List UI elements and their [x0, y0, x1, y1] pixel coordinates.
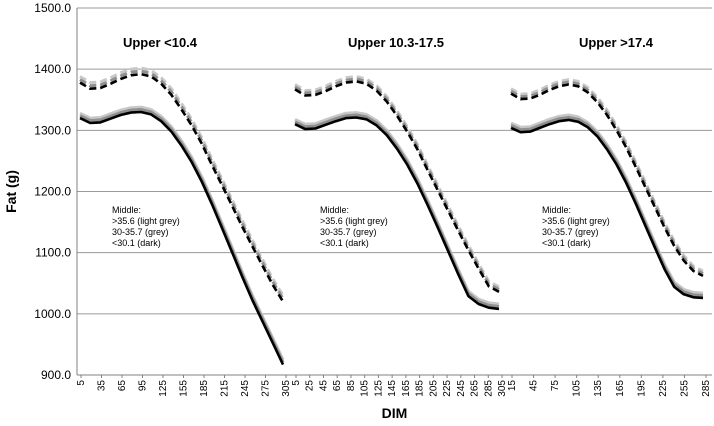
x-tick-label: 45 [318, 380, 329, 392]
x-tick-label: 245 [240, 380, 251, 397]
panel-note-line: >35.6 (light grey) [542, 216, 610, 226]
y-tick-label: 1300.0 [34, 123, 71, 137]
x-tick-label: 135 [593, 380, 604, 397]
panel-title: Upper <10.4 [123, 35, 198, 50]
x-tick-label: 105 [572, 380, 583, 397]
series-line-dashed-grey [294, 77, 500, 291]
x-tick-label: 305 [497, 380, 508, 397]
series-line-solid-light-grey [510, 113, 704, 295]
x-tick-label: 35 [97, 380, 108, 392]
series-line-dashed-grey [510, 80, 704, 275]
panel-note-line: <30.1 (dark) [542, 238, 591, 248]
x-tick-label: 125 [158, 380, 169, 397]
x-axis-title: DIM [382, 405, 408, 421]
panel-note-line: >35.6 (light grey) [320, 216, 388, 226]
y-tick-label: 1500.0 [34, 1, 71, 15]
x-tick-label: 105 [360, 380, 371, 397]
panel-note-line: Middle: [112, 205, 141, 215]
x-tick-label: 75 [550, 380, 561, 392]
x-tick-label: 5 [291, 380, 302, 386]
x-tick-label: 245 [456, 380, 467, 397]
series-line-dashed-grey [79, 69, 285, 300]
panel-note-line: <30.1 (dark) [112, 238, 161, 248]
x-tick-label: 155 [179, 380, 190, 397]
x-tick-label: 225 [658, 380, 669, 397]
x-tick-label: 65 [117, 380, 128, 392]
series-line-dashed-light-grey [294, 75, 500, 289]
x-tick-label: 305 [281, 380, 292, 397]
x-tick-label: 95 [138, 380, 149, 392]
y-tick-label: 1200.0 [34, 185, 71, 199]
series-line-dashed-light-grey [510, 78, 704, 273]
x-tick-label: 215 [220, 380, 231, 397]
panel-note-line: Middle: [542, 205, 571, 215]
series-line-dashed-dark [294, 80, 500, 293]
panel-note-line: 30-35.7 (grey) [112, 227, 169, 237]
y-tick-label: 1100.0 [35, 246, 71, 260]
y-axis-title: Fat (g) [3, 170, 19, 213]
panel-note-line: >35.6 (light grey) [112, 216, 180, 226]
x-tick-label: 165 [615, 380, 626, 397]
x-tick-label: 285 [483, 380, 494, 397]
series-line-dashed-light-grey [79, 66, 285, 297]
x-tick-label: 25 [305, 380, 316, 392]
series-line-solid-dark [79, 110, 285, 366]
panel-note-line: <30.1 (dark) [320, 238, 369, 248]
x-tick-label: 45 [529, 380, 540, 392]
x-tick-label: 185 [199, 380, 210, 397]
x-tick-label: 285 [701, 380, 712, 397]
x-tick-label: 125 [373, 380, 384, 397]
x-tick-label: 225 [442, 380, 453, 397]
y-tick-label: 900.0 [41, 368, 71, 382]
x-tick-label: 185 [415, 380, 426, 397]
x-tick-label: 275 [261, 380, 272, 397]
series-line-solid-dark [510, 118, 704, 300]
x-tick-label: 195 [636, 380, 647, 397]
series-line-dashed-dark [79, 72, 285, 303]
y-tick-label: 1400.0 [34, 62, 71, 76]
y-tick-label: 1000.0 [34, 307, 71, 321]
panel-note-line: 30-35.7 (grey) [320, 227, 377, 237]
panel-note-line: 30-35.7 (grey) [542, 227, 599, 237]
x-tick-label: 165 [401, 380, 412, 397]
panel-note-line: Middle: [320, 205, 349, 215]
series-line-dashed-dark [510, 83, 704, 278]
panel-title: Upper 10.3-17.5 [348, 35, 444, 50]
x-tick-label: 145 [387, 380, 398, 397]
x-tick-label: 15 [507, 380, 518, 392]
x-tick-label: 5 [76, 380, 87, 386]
x-tick-label: 265 [470, 380, 481, 397]
x-tick-label: 255 [679, 380, 690, 397]
series-line-solid-dark [294, 116, 500, 311]
panel-title: Upper >17.4 [579, 35, 654, 50]
x-tick-label: 205 [428, 380, 439, 397]
x-tick-label: 85 [346, 380, 357, 392]
x-tick-label: 65 [332, 380, 343, 392]
